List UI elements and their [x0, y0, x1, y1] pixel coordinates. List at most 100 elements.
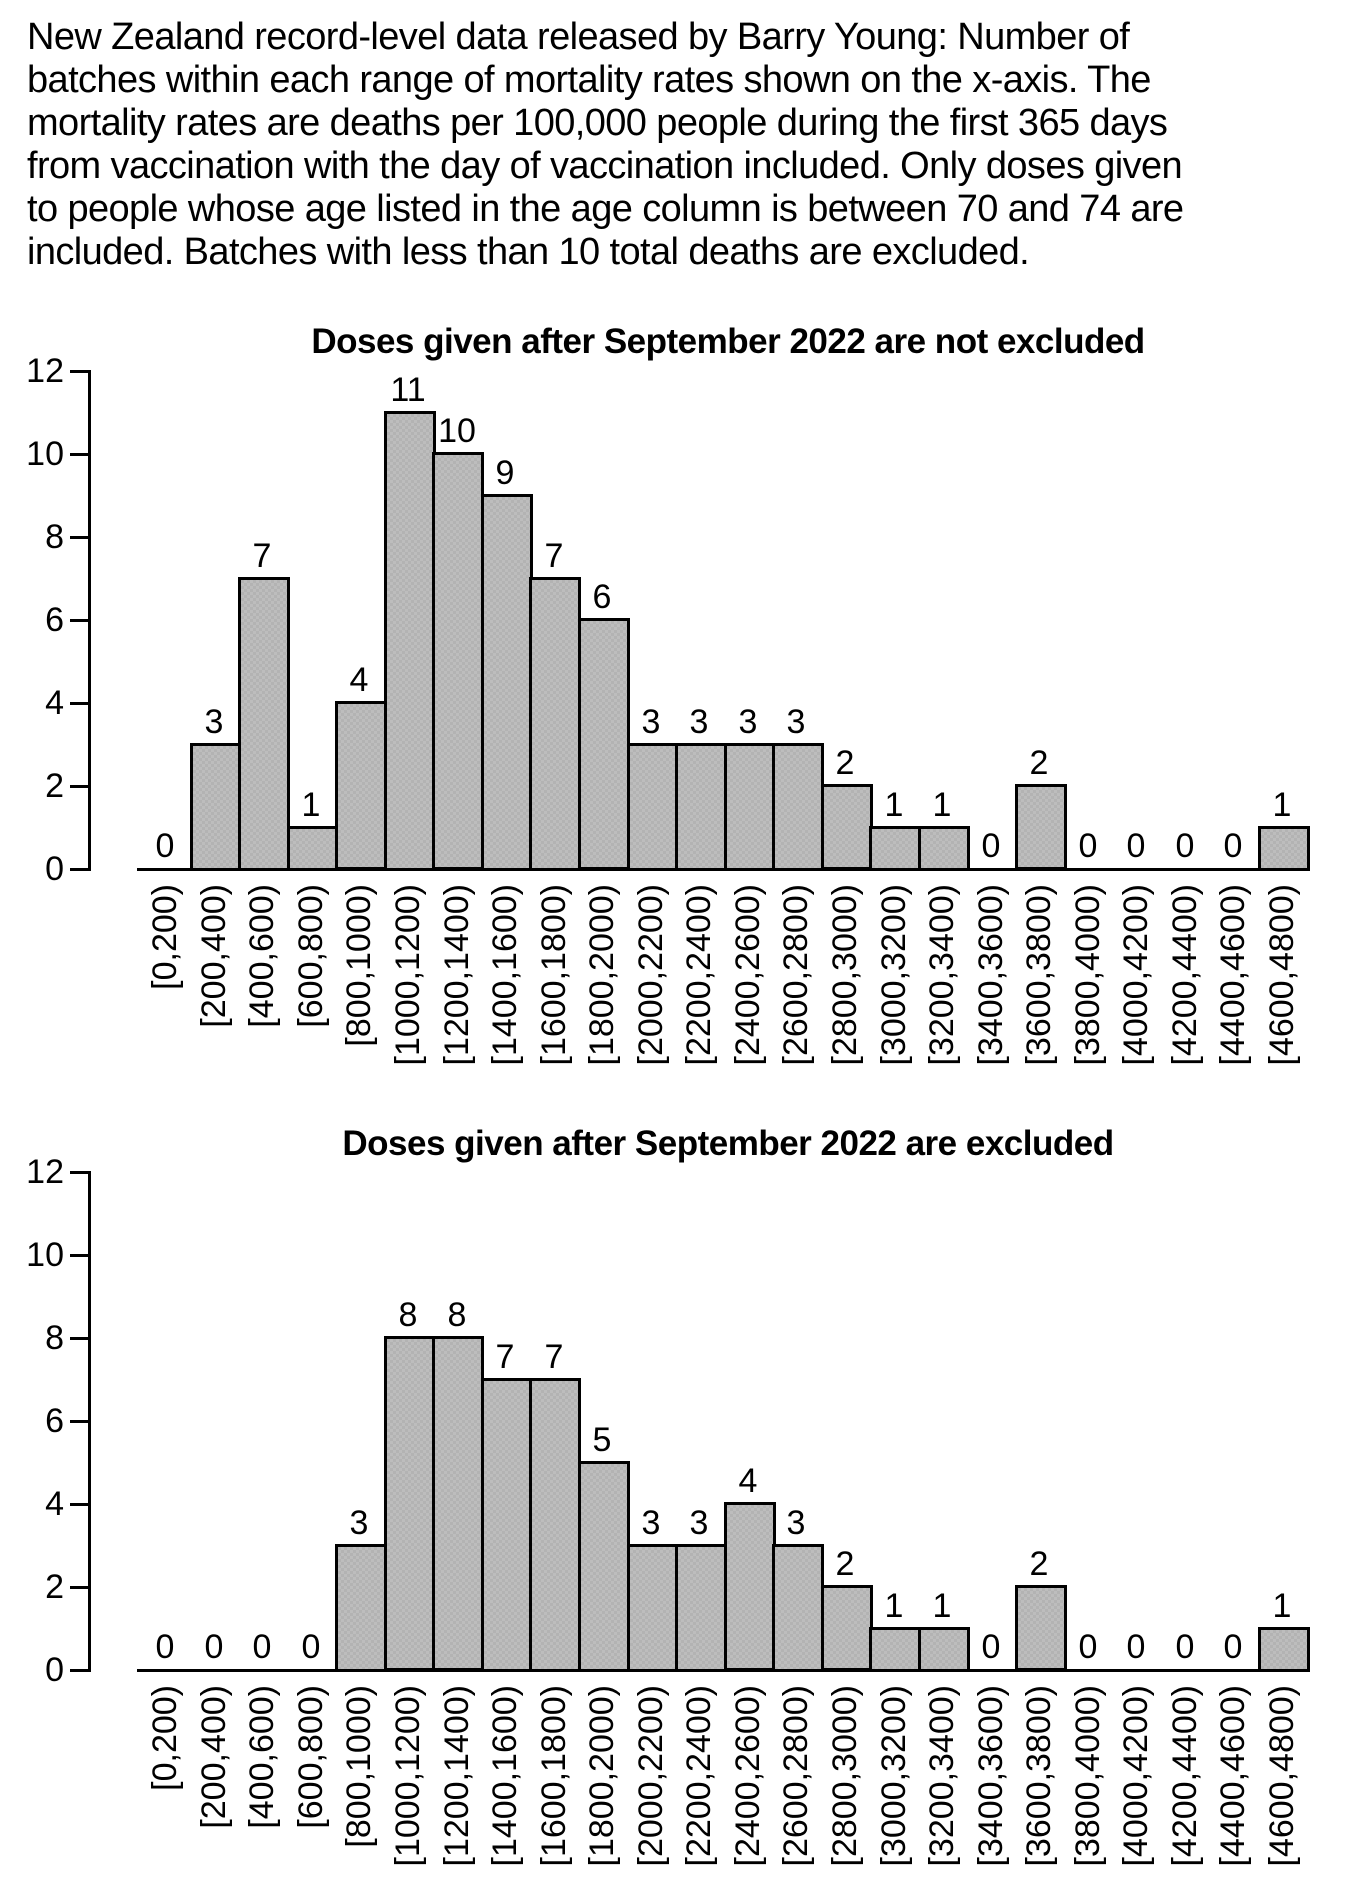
- bar-value-label: 0: [252, 1628, 272, 1666]
- bar-value-label: 0: [204, 1628, 224, 1666]
- bar-value-label: 1: [1272, 786, 1292, 824]
- y-tick-label: 6: [45, 1402, 64, 1440]
- bar: [918, 826, 970, 871]
- bar: [1258, 826, 1310, 871]
- bar: [238, 577, 290, 871]
- bar-value-label: 11: [390, 371, 426, 409]
- y-tick: [70, 370, 88, 373]
- bar: [578, 1461, 630, 1672]
- caption-line: batches within each range of mortality r…: [27, 59, 1151, 101]
- x-tick-label-text: [400,600): [243, 1685, 281, 1829]
- x-tick-label-text: [3400,3600): [972, 1685, 1010, 1867]
- bar: [432, 1336, 484, 1671]
- x-tick-label-text: [1000,1200): [389, 1685, 427, 1867]
- y-tick: [70, 868, 88, 871]
- y-tick: [70, 1337, 88, 1340]
- x-tick-label-text: [3600,3800): [1020, 1685, 1058, 1867]
- caption-text: New Zealand record-level data released b…: [27, 16, 1184, 274]
- bar-value-label: 6: [592, 578, 612, 616]
- bar-value-label: 2: [835, 1545, 855, 1583]
- y-tick-label: 10: [26, 1236, 64, 1274]
- bar-value-label: 8: [447, 1296, 467, 1334]
- y-tick: [70, 1254, 88, 1257]
- x-tick-label-text: [1200,1400): [438, 1685, 476, 1867]
- bar-value-label: 1: [884, 1587, 904, 1625]
- bar: [1015, 784, 1067, 870]
- bar-value-label: 3: [786, 1504, 806, 1542]
- bar: [772, 743, 824, 871]
- y-tick: [70, 1586, 88, 1589]
- y-tick-label: 12: [26, 1153, 64, 1191]
- y-axis-line: [88, 370, 91, 871]
- bar-value-label: 3: [738, 703, 758, 741]
- y-tick: [70, 1171, 88, 1174]
- bar-value-label: 0: [1078, 827, 1098, 865]
- bar-value-label: 7: [495, 1338, 515, 1376]
- chart-title-excluded: Doses given after September 2022 are exc…: [342, 1124, 1114, 1163]
- y-tick-label: 0: [45, 850, 64, 888]
- bar: [918, 1627, 970, 1672]
- bar: [335, 701, 387, 870]
- chart-title-not-excluded: Doses given after September 2022 are not…: [311, 322, 1145, 361]
- x-tick-label-text: [3000,3200): [875, 1685, 913, 1867]
- bar-value-label: 3: [641, 703, 661, 741]
- bar: [1015, 1585, 1067, 1671]
- y-tick-label: 0: [45, 1651, 64, 1689]
- y-tick: [70, 453, 88, 456]
- x-tick-label-text: [800,1000): [340, 1685, 378, 1848]
- y-tick-label: 4: [45, 1485, 64, 1523]
- bar: [335, 1544, 387, 1672]
- bar: [384, 411, 436, 871]
- bar-value-label: 2: [1029, 1545, 1049, 1583]
- bar-value-label: 1: [932, 786, 952, 824]
- bar: [869, 826, 921, 871]
- bar-value-label: 0: [1175, 827, 1195, 865]
- x-tick-label-text: [0,200): [146, 1685, 184, 1791]
- y-tick-label: 8: [45, 518, 64, 556]
- caption-line: to people whose age listed in the age co…: [27, 188, 1184, 230]
- bar: [384, 1336, 436, 1671]
- bar-value-label: 1: [301, 786, 321, 824]
- y-axis-line: [88, 1171, 91, 1672]
- caption-line: mortality rates are deaths per 100,000 p…: [27, 102, 1168, 144]
- bar: [724, 1502, 776, 1671]
- bar: [675, 1544, 727, 1672]
- caption-line: New Zealand record-level data released b…: [27, 16, 1130, 58]
- bar-value-label: 4: [349, 661, 369, 699]
- bar: [627, 1544, 679, 1672]
- x-tick-label-text: [4200,4400): [1166, 1685, 1204, 1867]
- y-tick: [70, 1669, 88, 1672]
- y-tick: [70, 702, 88, 705]
- x-tick-label-text: [4600,4800): [1263, 1685, 1301, 1867]
- bar: [821, 1585, 873, 1671]
- caption-line: included. Batches with less than 10 tota…: [27, 231, 1030, 273]
- x-tick-label-text: [600,800): [292, 1685, 330, 1829]
- y-tick-label: 4: [45, 684, 64, 722]
- caption-line: from vaccination with the day of vaccina…: [27, 145, 1183, 187]
- y-tick-label: 8: [45, 1319, 64, 1357]
- bar-value-label: 2: [1029, 744, 1049, 782]
- bar-value-label: 0: [1126, 1628, 1146, 1666]
- bar-value-label: 0: [155, 827, 175, 865]
- bar-value-label: 0: [1126, 827, 1146, 865]
- bar-value-label: 3: [786, 703, 806, 741]
- bar-value-label: 8: [398, 1296, 418, 1334]
- bar-value-label: 3: [349, 1504, 369, 1542]
- x-tick-label-text: [2400,2600): [729, 1685, 767, 1867]
- x-tick-label-text: [3200,3400): [923, 1685, 961, 1867]
- x-tick-label-text: [200,400): [195, 1685, 233, 1829]
- y-tick-label: 10: [26, 435, 64, 473]
- bar-value-label: 0: [981, 827, 1001, 865]
- bar-value-label: 3: [689, 703, 709, 741]
- x-tick-label-text: [2800,3000): [826, 1685, 864, 1867]
- bar-value-label: 4: [738, 1462, 758, 1500]
- x-tick-label-text: [1600,1800): [535, 1685, 573, 1867]
- x-tick-label-text: [1400,1600): [486, 1685, 524, 1867]
- bar-value-label: 10: [438, 412, 476, 450]
- y-tick: [70, 1420, 88, 1423]
- x-tick-label-text: [1800,2000): [583, 1685, 621, 1867]
- bar-value-label: 3: [641, 1504, 661, 1542]
- bar-value-label: 0: [981, 1628, 1001, 1666]
